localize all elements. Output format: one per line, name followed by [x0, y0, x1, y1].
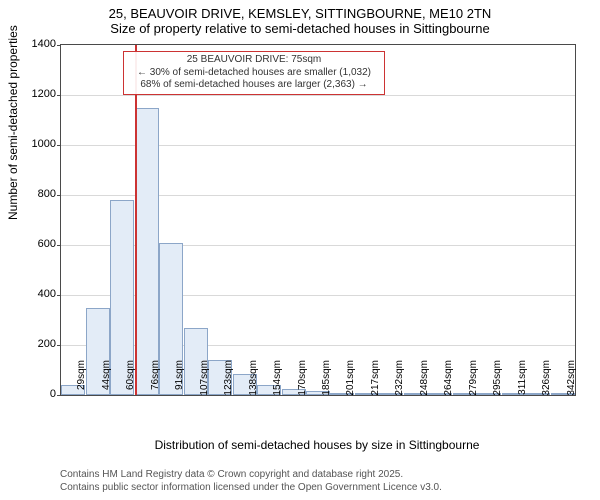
x-tick-label: 279sqm — [468, 360, 479, 398]
y-tick-label: 400 — [16, 288, 56, 300]
chart-container: 25, BEAUVOIR DRIVE, KEMSLEY, SITTINGBOUR… — [0, 0, 600, 500]
annotation-box: 25 BEAUVOIR DRIVE: 75sqm← 30% of semi-de… — [123, 51, 385, 95]
x-tick-label: 295sqm — [492, 360, 503, 398]
x-tick-label: 29sqm — [76, 360, 87, 398]
x-tick-label: 138sqm — [248, 360, 259, 398]
property-marker-line — [135, 45, 137, 395]
footer-attribution: Contains HM Land Registry data © Crown c… — [60, 469, 442, 494]
annotation-line-1: 25 BEAUVOIR DRIVE: 75sqm — [128, 54, 380, 67]
y-tick — [57, 95, 61, 96]
title-line-1: 25, BEAUVOIR DRIVE, KEMSLEY, SITTINGBOUR… — [0, 6, 600, 21]
y-tick — [57, 295, 61, 296]
x-tick-label: 326sqm — [541, 360, 552, 398]
annotation-line-3: 68% of semi-detached houses are larger (… — [128, 79, 380, 92]
x-tick-label: 76sqm — [150, 360, 161, 398]
y-tick — [57, 45, 61, 46]
x-tick-label: 123sqm — [223, 360, 234, 398]
x-tick-label: 232sqm — [394, 360, 405, 398]
y-tick-label: 1200 — [16, 88, 56, 100]
y-tick — [57, 195, 61, 196]
footer-line-1: Contains HM Land Registry data © Crown c… — [60, 469, 442, 482]
x-tick-label: 60sqm — [125, 360, 136, 398]
x-tick-label: 217sqm — [370, 360, 381, 398]
gridline — [61, 95, 575, 96]
x-tick-label: 91sqm — [174, 360, 185, 398]
x-axis-label: Distribution of semi-detached houses by … — [60, 438, 574, 452]
plot-area: 25 BEAUVOIR DRIVE: 75sqm← 30% of semi-de… — [60, 44, 576, 396]
x-tick-label: 342sqm — [566, 360, 577, 398]
title-block: 25, BEAUVOIR DRIVE, KEMSLEY, SITTINGBOUR… — [0, 0, 600, 36]
annotation-line-2: ← 30% of semi-detached houses are smalle… — [128, 67, 380, 80]
y-tick-label: 800 — [16, 188, 56, 200]
y-tick-label: 1400 — [16, 38, 56, 50]
y-tick-label: 600 — [16, 238, 56, 250]
y-tick-label: 200 — [16, 338, 56, 350]
x-tick-label: 185sqm — [321, 360, 332, 398]
x-tick-label: 248sqm — [419, 360, 430, 398]
y-tick — [57, 395, 61, 396]
x-tick-label: 201sqm — [345, 360, 356, 398]
footer-line-2: Contains public sector information licen… — [60, 482, 442, 495]
title-line-2: Size of property relative to semi-detach… — [0, 21, 600, 36]
y-tick-label: 1000 — [16, 138, 56, 150]
histogram-bar — [135, 108, 159, 396]
y-tick — [57, 345, 61, 346]
y-tick — [57, 245, 61, 246]
x-tick-label: 44sqm — [101, 360, 112, 398]
x-tick-label: 311sqm — [517, 360, 528, 398]
y-tick-label: 0 — [16, 388, 56, 400]
x-tick-label: 107sqm — [199, 360, 210, 398]
x-tick-label: 170sqm — [297, 360, 308, 398]
x-tick-label: 154sqm — [272, 360, 283, 398]
y-tick — [57, 145, 61, 146]
x-tick-label: 264sqm — [443, 360, 454, 398]
